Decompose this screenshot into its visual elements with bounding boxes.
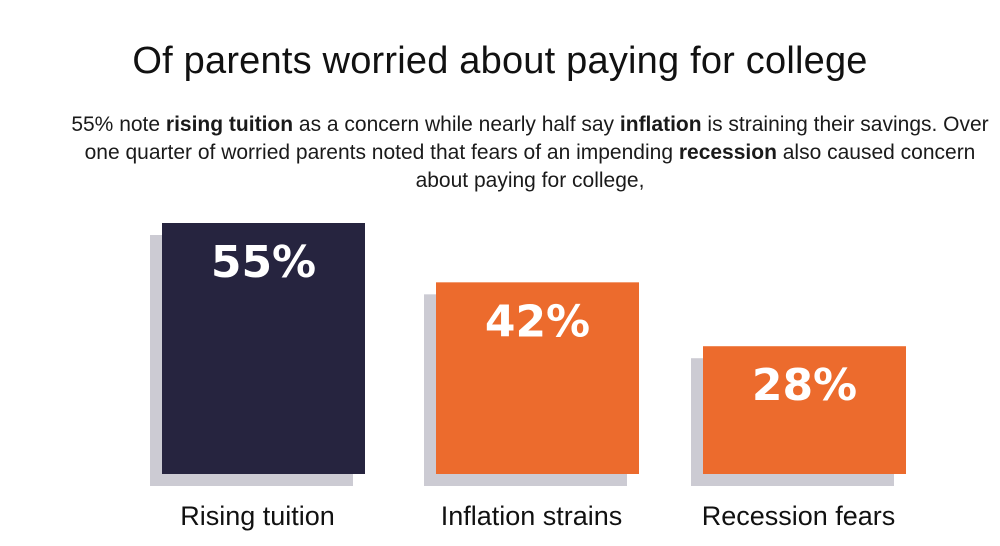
category-label-inflation-strains: Inflation strains — [441, 501, 623, 531]
data-label-inflation-strains: 42% — [485, 296, 590, 347]
subtitle-part: is straining their savings. Over one qua… — [84, 113, 989, 164]
category-label-recession-fears: Recession fears — [702, 501, 896, 531]
subtitle-highlight-tuition: rising tuition — [165, 113, 294, 136]
bar-inflation-strains — [436, 282, 639, 474]
category-label-rising-tuition: Rising tuition — [180, 501, 335, 531]
subtitle-highlight-inflation: inflation — [619, 113, 702, 136]
data-label-recession-fears: 28% — [752, 360, 857, 411]
subtitle-part: 55% note — [71, 113, 166, 136]
chart-title: Of parents worried about paying for coll… — [132, 40, 868, 82]
bar-recession-fears — [703, 346, 906, 474]
bar-rising-tuition — [162, 223, 365, 474]
chart-subtitle: 55% note rising tuition as a concern whi… — [60, 111, 1000, 195]
subtitle-part: as a concern while nearly half say — [293, 113, 620, 136]
subtitle-part: also caused concern about paying for col… — [415, 141, 976, 192]
subtitle-highlight-recession: recession — [678, 141, 777, 164]
data-label-rising-tuition: 55% — [211, 237, 316, 288]
